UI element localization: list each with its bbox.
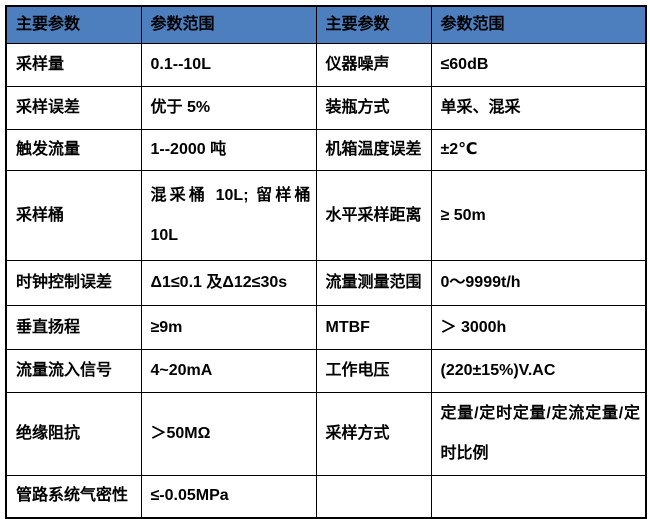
table-row: 管路系统气密性 ≤-0.05MPa [5, 475, 647, 518]
param-value-cell: 4~20mA [140, 349, 317, 393]
param-value-cell: (220±15%)V.AC [430, 349, 647, 393]
param-label-cell: MTBF [315, 305, 432, 350]
header-cell-main-param-right: 主要参数 [315, 5, 432, 44]
table-row: 采样桶 混采桶 10L; 留样桶 10L 水平采样距离 ≥ 50m [5, 170, 647, 261]
param-value-cell [430, 475, 647, 518]
param-label-cell: 装瓶方式 [315, 86, 432, 130]
param-label-cell: 流量测量范围 [315, 260, 432, 306]
table-row: 流量流入信号 4~20mA 工作电压 (220±15%)V.AC [5, 349, 647, 393]
param-value-cell: ≤-0.05MPa [140, 475, 317, 518]
param-value-cell: 混采桶 10L; 留样桶 10L [140, 170, 317, 261]
header-cell-main-param-left: 主要参数 [5, 5, 142, 44]
param-value-cell: ≤60dB [430, 43, 647, 87]
param-value-cell: 优于 5% [140, 86, 317, 130]
spec-table: 主要参数 参数范围 主要参数 参数范围 采样量 0.1--10L 仪器噪声 ≤6… [5, 5, 647, 519]
header-cell-param-range-left: 参数范围 [140, 5, 317, 44]
param-value-cell: 单采、混采 [430, 86, 647, 130]
param-label-cell [315, 475, 432, 518]
param-label-cell: 触发流量 [5, 129, 142, 171]
header-cell-param-range-right: 参数范围 [430, 5, 647, 44]
param-label-cell: 采样量 [5, 43, 142, 87]
param-value-cell: 0～9999t/h [430, 260, 647, 306]
param-label-cell: 垂直扬程 [5, 305, 142, 350]
param-value-cell: ≥ 50m [430, 170, 647, 261]
header-row: 主要参数 参数范围 主要参数 参数范围 [5, 5, 647, 44]
table-row: 触发流量 1--2000 吨 机箱温度误差 ±2℃ [5, 129, 647, 171]
param-value-cell: ＞ 3000h [430, 305, 647, 350]
param-label-cell: 水平采样距离 [315, 170, 432, 261]
param-label-cell: 工作电压 [315, 349, 432, 393]
param-value-cell: ±2℃ [430, 129, 647, 171]
param-value-cell: 1--2000 吨 [140, 129, 317, 171]
param-value-cell: ＞50MΩ [140, 392, 317, 476]
spec-table-header: 主要参数 参数范围 主要参数 参数范围 [5, 5, 647, 44]
param-value-cell: ≥9m [140, 305, 317, 350]
param-label-cell: 流量流入信号 [5, 349, 142, 393]
param-value-cell: 定量/定时定量/定流定量/定时比例 [430, 392, 647, 476]
table-row: 垂直扬程 ≥9m MTBF ＞ 3000h [5, 305, 647, 350]
param-label-cell: 采样误差 [5, 86, 142, 130]
param-value-cell: 0.1--10L [140, 43, 317, 87]
param-label-cell: 机箱温度误差 [315, 129, 432, 171]
table-row: 采样误差 优于 5% 装瓶方式 单采、混采 [5, 86, 647, 130]
spec-table-body: 采样量 0.1--10L 仪器噪声 ≤60dB 采样误差 优于 5% 装瓶方式 … [5, 43, 647, 518]
table-row: 绝缘阻抗 ＞50MΩ 采样方式 定量/定时定量/定流定量/定时比例 [5, 392, 647, 476]
param-label-cell: 采样方式 [315, 392, 432, 476]
table-row: 采样量 0.1--10L 仪器噪声 ≤60dB [5, 43, 647, 87]
param-value-cell: Δ1≤0.1 及Δ12≤30s [140, 260, 317, 306]
table-row: 时钟控制误差 Δ1≤0.1 及Δ12≤30s 流量测量范围 0～9999t/h [5, 260, 647, 306]
param-label-cell: 绝缘阻抗 [5, 392, 142, 476]
param-label-cell: 管路系统气密性 [5, 475, 142, 518]
param-label-cell: 仪器噪声 [315, 43, 432, 87]
param-label-cell: 采样桶 [5, 170, 142, 261]
param-label-cell: 时钟控制误差 [5, 260, 142, 306]
